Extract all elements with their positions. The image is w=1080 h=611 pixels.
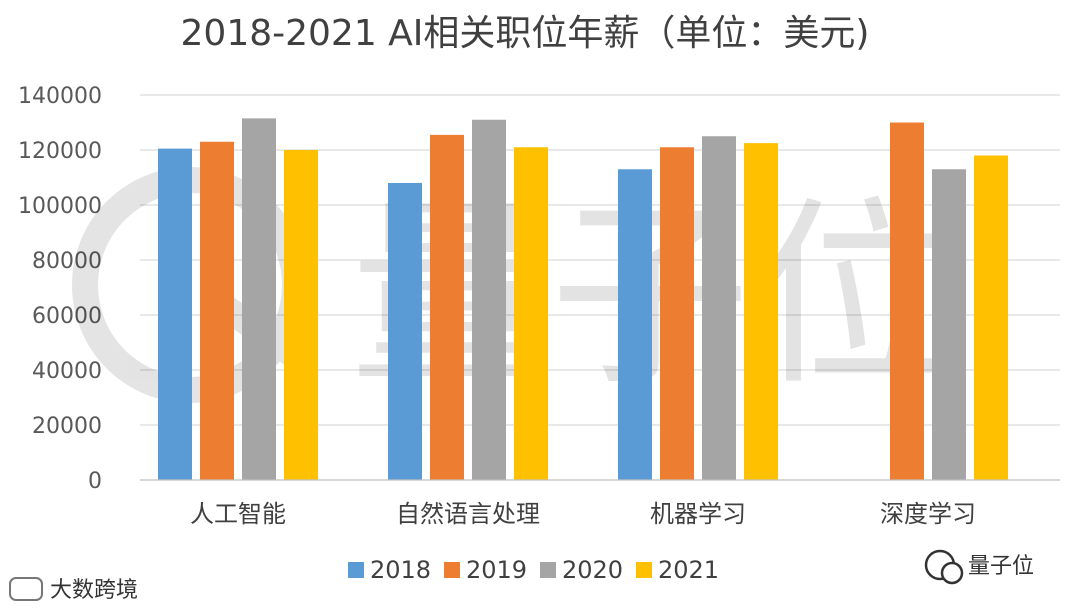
bar: [890, 122, 924, 480]
x-axis-categories: 人工智能 自然语言处理 机器学习 深度学习: [190, 500, 976, 528]
y-axis-ticks: 0 20000 40000 60000 80000 100000 120000 140000: [18, 84, 102, 494]
legend-swatch: [540, 562, 556, 578]
legend-swatch: [636, 562, 652, 578]
x-category-label: 机器学习: [650, 500, 746, 528]
wechat-icon-2: [940, 561, 964, 585]
watermark-bottom-right: 量子位: [924, 549, 1034, 585]
y-tick-label: 0: [88, 469, 102, 494]
watermark-bl-icon: [9, 577, 43, 601]
legend-label: 2021: [658, 556, 719, 584]
legend-label: 2019: [466, 556, 527, 584]
bar: [158, 148, 192, 480]
y-tick-label: 80000: [32, 249, 102, 274]
watermark-bottom-left: 大数跨境: [9, 577, 138, 603]
y-tick-label: 120000: [18, 139, 102, 164]
bar: [744, 143, 778, 480]
y-tick-label: 20000: [32, 414, 102, 439]
bar: [242, 118, 276, 480]
bar: [660, 147, 694, 480]
x-category-label: 人工智能: [190, 500, 286, 528]
legend-label: 2018: [370, 556, 431, 584]
legend-swatch: [348, 562, 364, 578]
bar: [200, 141, 234, 480]
bar: [514, 147, 548, 480]
bar: [974, 155, 1008, 480]
x-category-label: 深度学习: [880, 500, 976, 528]
bar: [932, 169, 966, 480]
bar: [472, 119, 506, 480]
y-tick-label: 40000: [32, 359, 102, 384]
bar: [388, 183, 422, 480]
bars: [158, 118, 1008, 480]
bar: [702, 136, 736, 480]
watermark-br-text: 量子位: [968, 554, 1034, 579]
legend-swatch: [444, 562, 460, 578]
y-tick-label: 100000: [18, 194, 102, 219]
watermark-bl-text: 大数跨境: [50, 578, 138, 603]
bar: [430, 134, 464, 480]
bar: [618, 169, 652, 480]
bar: [284, 150, 318, 480]
legend: 2018 2019 2020 2021: [348, 556, 719, 584]
chart-title: 2018-2021 AI相关职位年薪（单位：美元): [181, 13, 870, 54]
y-tick-label: 140000: [18, 84, 102, 109]
x-category-label: 自然语言处理: [396, 500, 540, 528]
legend-label: 2020: [562, 556, 623, 584]
y-tick-label: 60000: [32, 304, 102, 329]
